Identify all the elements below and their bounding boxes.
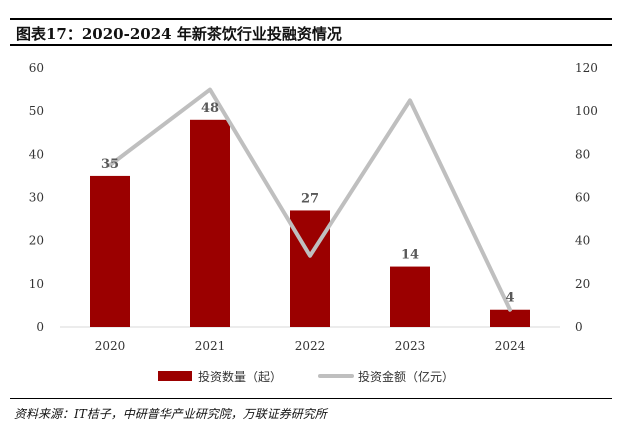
bar [90,175,130,327]
figure-title: 图表17：2020-2024 年新茶饮行业投融资情况 [16,25,342,43]
legend-label-line: 投资金额（亿元） [358,369,454,384]
figure-title-bar: 图表17：2020-2024 年新茶饮行业投融资情况 [10,18,612,46]
bar [490,309,530,327]
x-tick-label: 2023 [395,339,426,353]
bar-data-label: 48 [201,101,219,116]
right-tick-label: 100 [575,104,598,118]
x-tick-label: 2021 [195,339,226,353]
left-tick-label: 30 [29,191,44,205]
bar-data-label: 4 [505,291,514,306]
bar-data-label: 14 [401,248,419,263]
right-tick-label: 20 [575,277,590,291]
right-tick-label: 40 [575,234,590,248]
right-axis: 0 20 40 60 80 100 120 [575,61,598,334]
left-axis: 0 10 20 30 40 50 60 [29,61,44,334]
x-tick-label: 2024 [495,339,526,353]
bar-series [90,119,530,327]
x-tick-label: 2020 [95,339,126,353]
left-tick-label: 0 [36,320,44,334]
left-tick-label: 50 [29,104,44,118]
bar [390,266,430,327]
left-tick-label: 40 [29,147,44,161]
x-axis: 2020 2021 2022 2023 2024 [95,339,526,353]
line-series [108,87,512,312]
right-tick-label: 80 [575,147,590,161]
right-tick-label: 120 [575,61,598,75]
bar-data-label: 35 [101,157,119,172]
bar-data-labels: 35 48 27 14 4 [101,101,515,306]
source-divider [10,398,612,399]
left-tick-label: 20 [29,234,44,248]
source-note: 资料来源：IT桔子，中研普华产业研究院，万联证券研究所 [14,407,327,421]
left-tick-label: 10 [29,277,44,291]
bar [290,210,330,327]
right-tick-label: 60 [575,191,590,205]
x-tick-label: 2022 [295,339,326,353]
bar-data-label: 27 [301,191,319,206]
legend-label-bar: 投资数量（起） [198,369,282,384]
legend: 投资数量（起） 投资金额（亿元） [158,369,454,384]
legend-swatch-bar [158,371,192,381]
left-tick-label: 60 [29,61,44,75]
bar [190,119,230,327]
right-tick-label: 0 [575,320,583,334]
series-line [108,87,512,312]
